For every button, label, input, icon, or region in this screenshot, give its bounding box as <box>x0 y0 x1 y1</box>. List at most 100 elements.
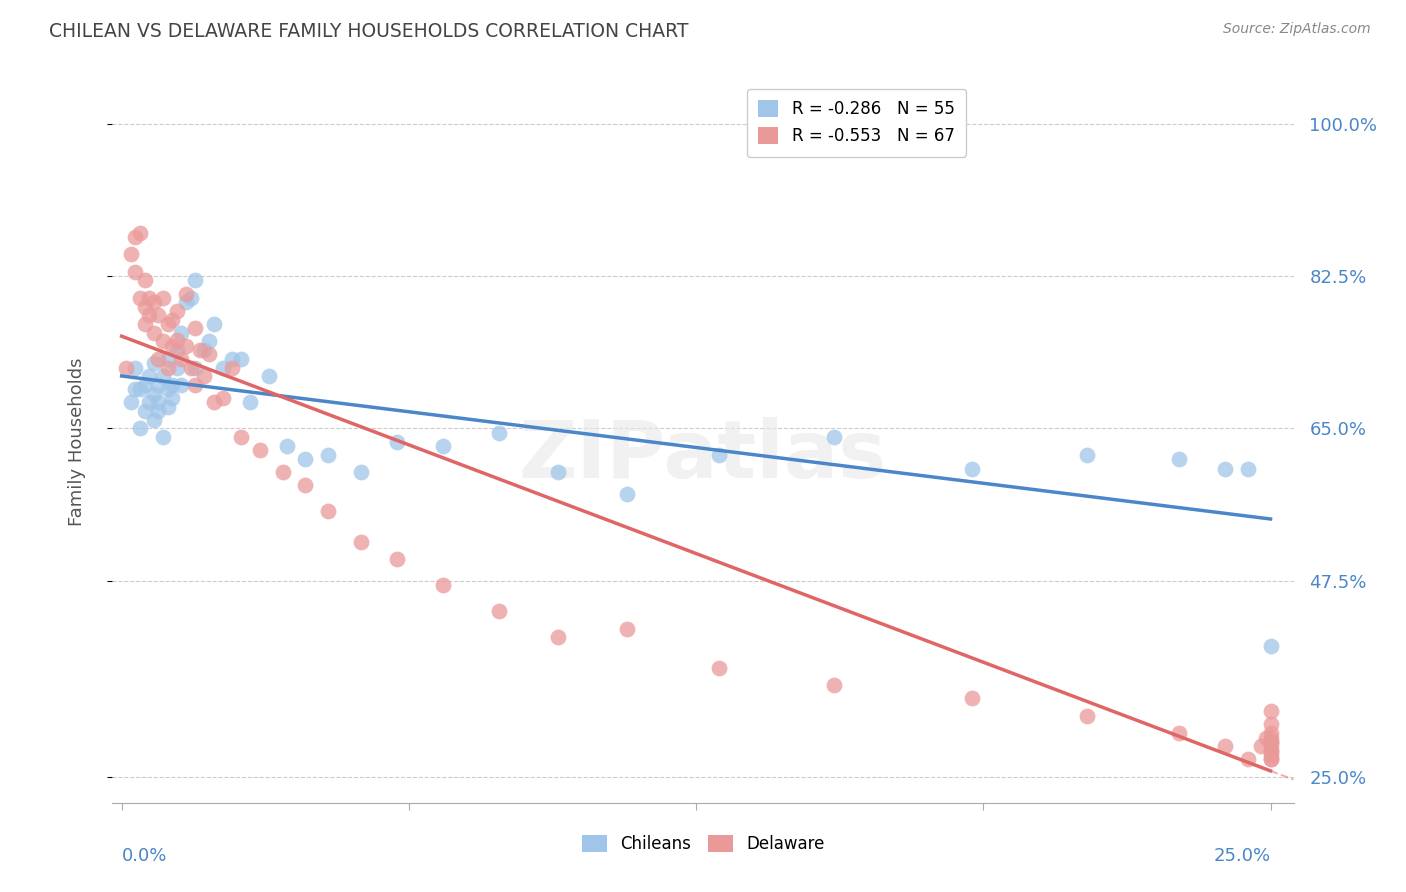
Point <box>120 395 142 409</box>
Point <box>1213 462 1236 476</box>
Point <box>180 360 202 375</box>
Point <box>1260 752 1282 766</box>
Point <box>129 226 152 240</box>
Point <box>156 351 179 366</box>
Point <box>160 378 183 392</box>
Point <box>318 448 340 462</box>
Text: 0.0%: 0.0% <box>122 847 167 865</box>
Point <box>170 326 193 340</box>
Point <box>488 425 510 440</box>
Point <box>170 351 193 366</box>
Point <box>166 343 188 358</box>
Text: Source: ZipAtlas.com: Source: ZipAtlas.com <box>1223 22 1371 37</box>
Point <box>124 230 146 244</box>
Point <box>960 691 983 706</box>
Point <box>211 391 233 405</box>
Point <box>349 534 371 549</box>
Point <box>124 360 146 375</box>
Point <box>148 404 170 418</box>
Point <box>387 552 409 566</box>
Point <box>1260 743 1282 757</box>
Point <box>134 317 156 331</box>
Point <box>188 343 211 358</box>
Point <box>547 465 569 479</box>
Legend: Chileans, Delaware: Chileans, Delaware <box>575 828 831 860</box>
Point <box>432 578 454 592</box>
Point <box>198 347 221 361</box>
Point <box>193 343 215 358</box>
Point <box>138 308 160 322</box>
Point <box>184 378 207 392</box>
Point <box>170 378 193 392</box>
Point <box>148 351 170 366</box>
Text: ZIPatlas: ZIPatlas <box>519 417 887 495</box>
Text: CHILEAN VS DELAWARE FAMILY HOUSEHOLDS CORRELATION CHART: CHILEAN VS DELAWARE FAMILY HOUSEHOLDS CO… <box>49 22 689 41</box>
Point <box>174 295 197 310</box>
Point <box>134 273 156 287</box>
Point <box>134 404 156 418</box>
Point <box>202 395 225 409</box>
Point <box>1260 726 1282 740</box>
Point <box>134 300 156 314</box>
Point <box>1260 735 1282 749</box>
Point <box>166 304 188 318</box>
Point <box>318 504 340 518</box>
Point <box>211 360 233 375</box>
Point <box>1250 739 1272 754</box>
Point <box>1167 452 1189 467</box>
Point <box>239 395 262 409</box>
Point <box>271 465 294 479</box>
Point <box>174 286 197 301</box>
Point <box>198 334 221 349</box>
Point <box>1260 717 1282 731</box>
Point <box>276 439 298 453</box>
Point <box>231 351 253 366</box>
Point <box>166 333 188 347</box>
Point <box>823 678 845 692</box>
Point <box>180 291 202 305</box>
Point <box>823 430 845 444</box>
Point <box>432 439 454 453</box>
Point <box>1260 739 1282 754</box>
Point <box>1260 639 1282 653</box>
Point <box>294 452 316 467</box>
Point <box>174 339 197 353</box>
Point <box>202 317 225 331</box>
Point <box>142 413 165 427</box>
Point <box>156 400 179 414</box>
Point <box>1213 739 1236 754</box>
Point <box>138 291 160 305</box>
Point <box>120 247 142 261</box>
Point <box>231 430 253 444</box>
Point <box>257 369 280 384</box>
Point <box>142 386 165 401</box>
Point <box>221 351 243 366</box>
Point <box>124 382 146 396</box>
Point <box>134 378 156 392</box>
Point <box>249 443 271 458</box>
Point <box>488 604 510 618</box>
Point <box>1254 731 1277 745</box>
Text: 25.0%: 25.0% <box>1213 847 1271 865</box>
Point <box>707 661 730 675</box>
Point <box>349 465 371 479</box>
Point <box>221 360 243 375</box>
Point <box>166 360 188 375</box>
Point <box>129 291 152 305</box>
Y-axis label: Family Households: Family Households <box>67 358 86 525</box>
Point <box>129 382 152 396</box>
Point <box>148 378 170 392</box>
Point <box>160 312 183 326</box>
Point <box>1260 731 1282 745</box>
Point <box>156 360 179 375</box>
Point <box>160 391 183 405</box>
Point <box>193 369 215 384</box>
Point <box>152 334 174 349</box>
Point <box>387 434 409 449</box>
Point <box>1260 747 1282 762</box>
Point <box>142 295 165 310</box>
Point <box>148 308 170 322</box>
Point <box>1260 743 1282 757</box>
Point <box>129 421 152 435</box>
Point <box>148 395 170 409</box>
